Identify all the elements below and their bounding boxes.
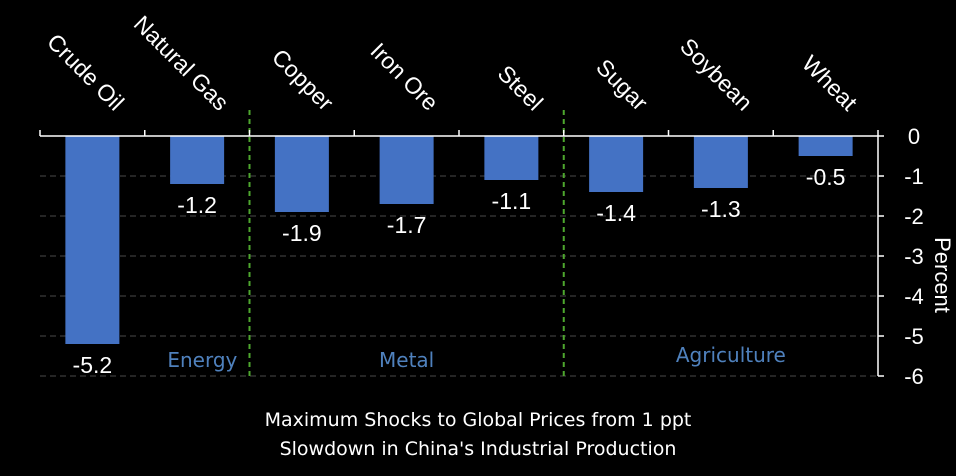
- category-label: Iron Ore: [365, 37, 443, 115]
- y-tick-label: -4: [904, 284, 924, 309]
- bar: [274, 136, 329, 212]
- bar: [484, 136, 539, 180]
- group-labels: Energy Metal Agriculture: [167, 343, 786, 372]
- y-tick-label: -3: [904, 244, 924, 269]
- category-label: Natural Gas: [129, 10, 234, 115]
- value-label: -5.2: [73, 352, 113, 378]
- bar: [65, 136, 120, 344]
- category-label: Sugar: [591, 54, 653, 116]
- bar: [693, 136, 748, 188]
- caption-line-1: Maximum Shocks to Global Prices from 1 p…: [264, 409, 692, 431]
- bar: [589, 136, 644, 192]
- category-label: Crude Oil: [42, 28, 129, 115]
- axes: 0 -1 -2 -3 -4 -5 -6: [39, 124, 924, 389]
- bars: [65, 136, 853, 344]
- category-labels: Crude Oil Natural Gas Copper Iron Ore Steel S…: [42, 10, 863, 116]
- value-label: -1.2: [177, 192, 217, 218]
- category-label: Wheat: [797, 50, 863, 116]
- y-tick-label: -6: [904, 364, 924, 389]
- y-tick-label: -5: [904, 324, 924, 349]
- caption-line-2: Slowdown in China's Industrial Productio…: [279, 438, 677, 460]
- value-label: -1.1: [492, 188, 532, 214]
- y-tick-label: 0: [908, 124, 920, 149]
- group-label: Metal: [379, 348, 434, 372]
- bar: [798, 136, 853, 156]
- value-label: -1.9: [282, 220, 322, 246]
- value-labels: -5.2 -1.2 -1.9 -1.7 -1.1 -1.4 -1.3 -0.5: [73, 164, 846, 378]
- value-label: -0.5: [806, 164, 846, 190]
- chart-caption: Maximum Shocks to Global Prices from 1 p…: [0, 406, 956, 464]
- y-tick-label: -1: [904, 164, 924, 189]
- y-tick-label: -2: [904, 204, 924, 229]
- value-label: -1.7: [387, 212, 427, 238]
- group-label: Energy: [167, 348, 237, 372]
- group-label: Agriculture: [676, 343, 786, 367]
- category-label: Steel: [493, 60, 548, 115]
- category-label: Copper: [267, 44, 339, 116]
- bar: [170, 136, 225, 184]
- category-label: Soybean: [675, 33, 758, 116]
- y-axis-title: Percent: [930, 237, 955, 313]
- value-label: -1.4: [596, 200, 636, 226]
- value-label: -1.3: [701, 196, 741, 222]
- bar: [379, 136, 434, 204]
